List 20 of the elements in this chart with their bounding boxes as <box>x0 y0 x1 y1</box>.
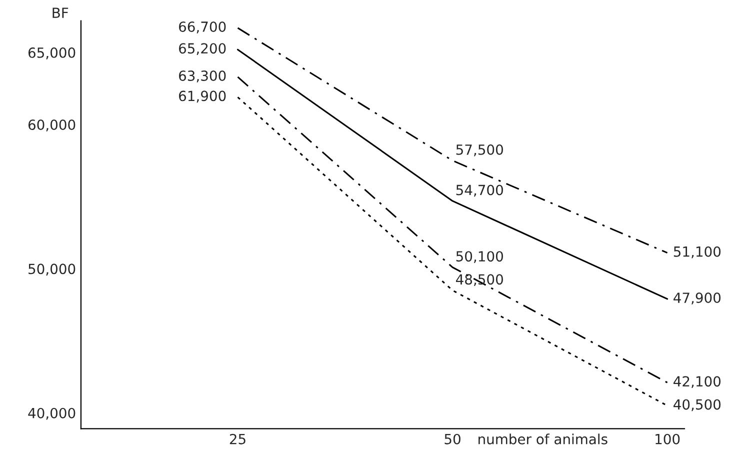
data-label: 57,500 <box>456 144 503 156</box>
y-tick-label: 65,000 <box>28 47 76 60</box>
y-tick-label: 60,000 <box>28 120 76 132</box>
data-label: 40,500 <box>674 399 721 412</box>
x-tick-label: 25 <box>230 434 246 444</box>
data-label: 47,900 <box>674 292 721 304</box>
data-label: 54,700 <box>456 184 503 197</box>
data-label: 50,100 <box>456 251 503 263</box>
data-label: 65,200 <box>179 43 226 56</box>
y-tick-label: 40,000 <box>28 408 76 420</box>
y-axis-title: BF <box>52 8 68 18</box>
data-label: 61,900 <box>179 90 226 103</box>
data-label: 63,300 <box>179 70 226 82</box>
data-label: 66,700 <box>179 21 226 34</box>
x-tick-label: 50 <box>444 434 460 444</box>
data-label: 42,100 <box>674 376 721 388</box>
x-axis-title: number of animals <box>478 434 608 444</box>
data-label: 51,100 <box>674 246 721 258</box>
x-tick-label: 100 <box>656 434 680 444</box>
y-tick-label: 50,000 <box>28 264 76 276</box>
